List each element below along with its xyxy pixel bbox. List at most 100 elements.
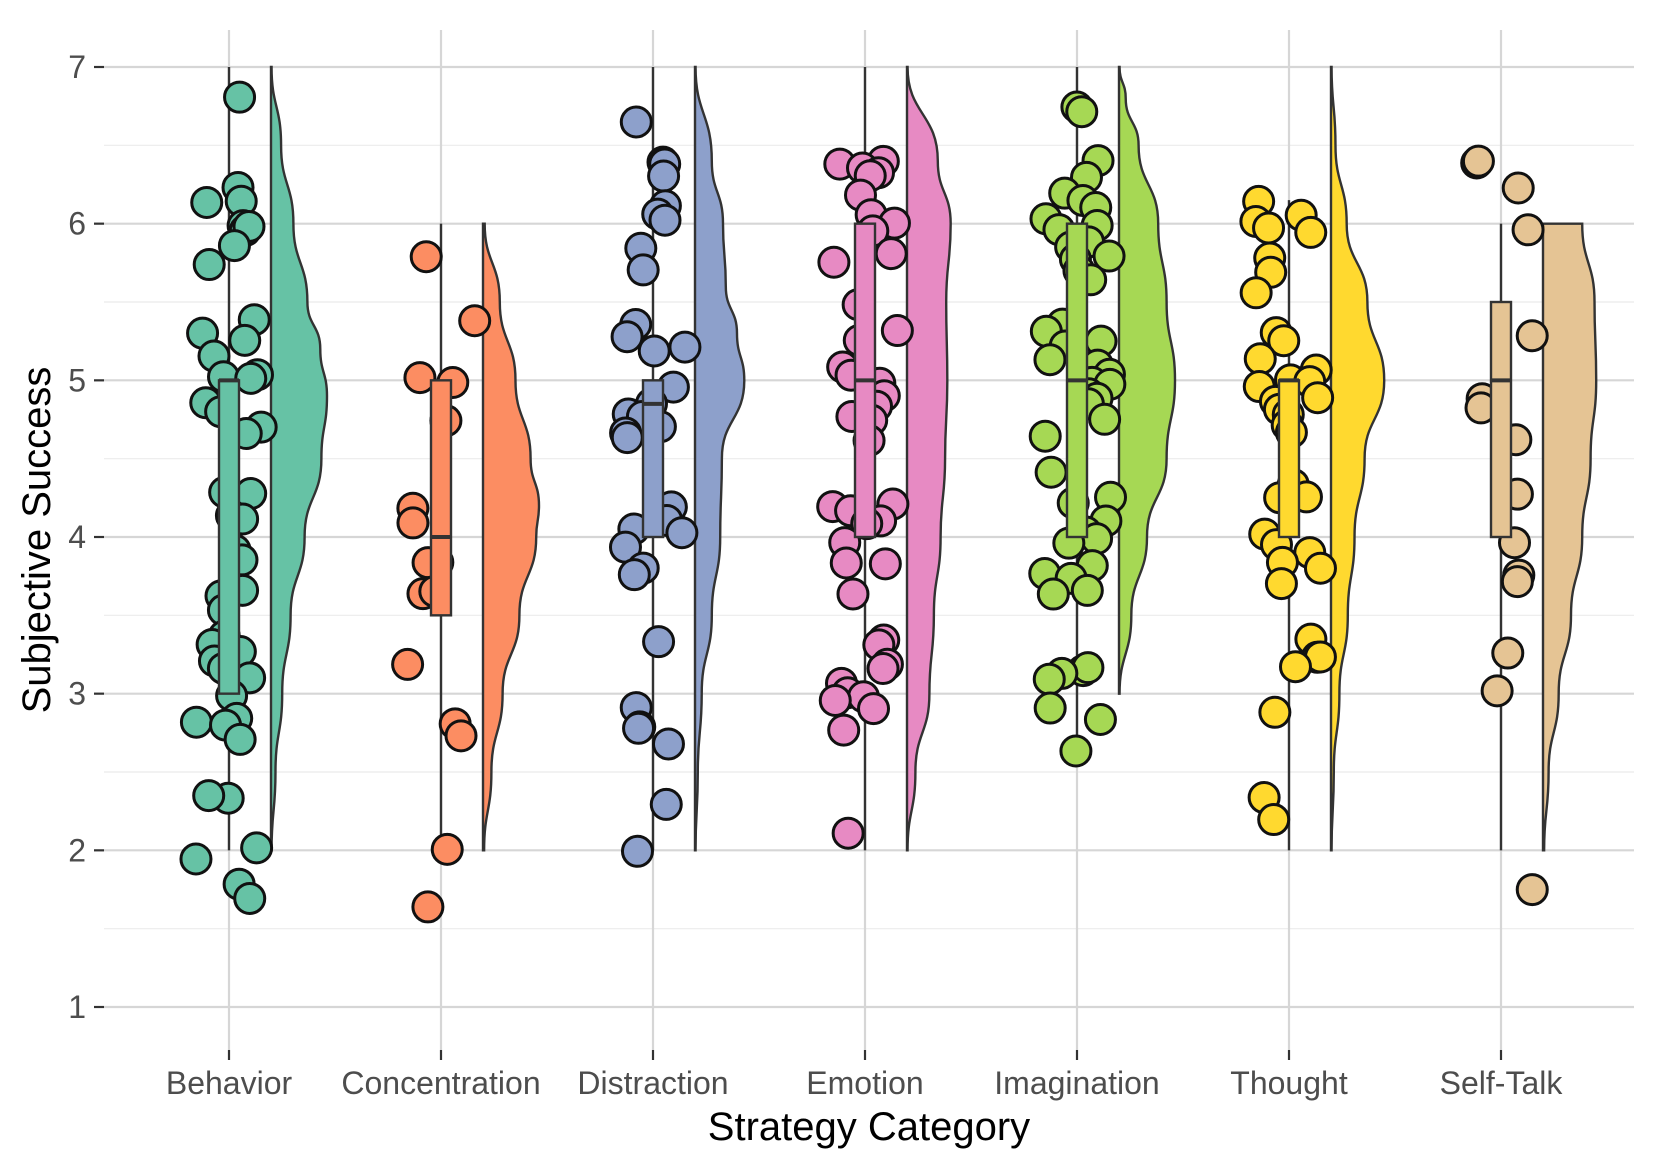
data-point (1034, 455, 1068, 489)
data-point (1258, 695, 1292, 729)
data-point (642, 625, 676, 659)
data-point (1243, 342, 1277, 376)
data-point (228, 323, 262, 357)
y-tick-label: 1 (68, 989, 86, 1025)
data-point (866, 652, 900, 686)
violin (1117, 65, 1177, 695)
series-imagination (1028, 65, 1177, 768)
data-point (1032, 662, 1066, 696)
data-point (411, 890, 445, 924)
series-behavior (179, 65, 329, 915)
data-point (1092, 239, 1126, 273)
violin (905, 65, 952, 852)
plot-area (179, 65, 1598, 924)
data-point (831, 816, 865, 850)
data-point (1480, 674, 1514, 708)
data-point (192, 248, 226, 282)
data-point (1088, 402, 1122, 436)
data-point (665, 516, 699, 550)
data-point (668, 330, 702, 364)
y-axis-title: Subjective Success (15, 367, 59, 714)
data-point (234, 361, 268, 395)
violin (1541, 222, 1598, 852)
data-point (1301, 381, 1335, 415)
box (1489, 300, 1513, 539)
data-point (827, 713, 861, 747)
data-point (1515, 873, 1549, 907)
data-point (391, 647, 425, 681)
x-tick-label: Emotion (806, 1065, 923, 1101)
series-concentration (391, 222, 541, 924)
data-point (1028, 419, 1062, 453)
data-point (217, 229, 251, 263)
violin (1329, 65, 1386, 852)
data-point (1500, 565, 1534, 599)
x-tick-label: Concentration (341, 1065, 540, 1101)
x-tick-label: Distraction (577, 1065, 728, 1101)
box (1277, 379, 1301, 539)
x-tick-label: Thought (1230, 1065, 1348, 1101)
data-point (1264, 567, 1298, 601)
series-emotion (816, 65, 952, 852)
data-point (396, 506, 430, 540)
data-point (610, 320, 644, 354)
x-axis: Behavior Concentration Distraction Emotion I… (166, 1050, 1564, 1101)
series-distraction (608, 65, 746, 868)
x-tick-label: Imagination (994, 1065, 1159, 1101)
data-point (651, 727, 685, 761)
data-point (1033, 691, 1067, 725)
data-point (620, 834, 654, 868)
data-point (233, 881, 267, 915)
data-point (874, 237, 908, 271)
y-tick-label: 3 (68, 676, 86, 712)
data-point (857, 692, 891, 726)
data-point (610, 421, 644, 455)
series-self-talk (1460, 144, 1598, 907)
data-point (637, 334, 671, 368)
data-point (179, 842, 213, 876)
data-point (430, 832, 464, 866)
data-point (617, 558, 651, 592)
data-point (1294, 215, 1328, 249)
box (217, 379, 241, 695)
data-point (1515, 319, 1549, 353)
violin (269, 65, 329, 852)
data-point (1257, 803, 1291, 837)
data-point (868, 547, 902, 581)
data-point (817, 245, 851, 279)
y-tick-label: 7 (68, 49, 86, 85)
series-thought (1239, 65, 1386, 852)
data-point (1491, 636, 1525, 670)
data-point (1083, 702, 1117, 736)
violin (693, 65, 746, 852)
data-point (223, 80, 257, 114)
data-point (648, 203, 682, 237)
data-point (1065, 95, 1099, 129)
data-point (829, 546, 863, 580)
data-point (190, 185, 224, 219)
data-point (836, 577, 870, 611)
data-point (1511, 213, 1545, 247)
data-point (1070, 573, 1104, 607)
data-point (1239, 276, 1273, 310)
violin (481, 222, 541, 852)
data-point (1461, 144, 1495, 178)
data-point (223, 722, 257, 756)
data-point (403, 361, 437, 395)
data-point (458, 304, 492, 338)
data-point (179, 705, 213, 739)
data-point (192, 779, 226, 813)
data-point (1267, 324, 1301, 358)
x-tick-label: Self-Talk (1440, 1065, 1564, 1101)
data-point (1033, 343, 1067, 377)
box (641, 379, 665, 539)
data-point (1036, 577, 1070, 611)
data-point (619, 105, 653, 139)
y-axis: 1 2 3 4 5 6 7 (68, 49, 104, 1025)
data-point (1059, 734, 1093, 768)
y-tick-label: 2 (68, 832, 86, 868)
x-tick-label: Behavior (166, 1065, 293, 1101)
data-point (649, 787, 683, 821)
data-point (1501, 171, 1535, 205)
data-point (444, 719, 478, 753)
